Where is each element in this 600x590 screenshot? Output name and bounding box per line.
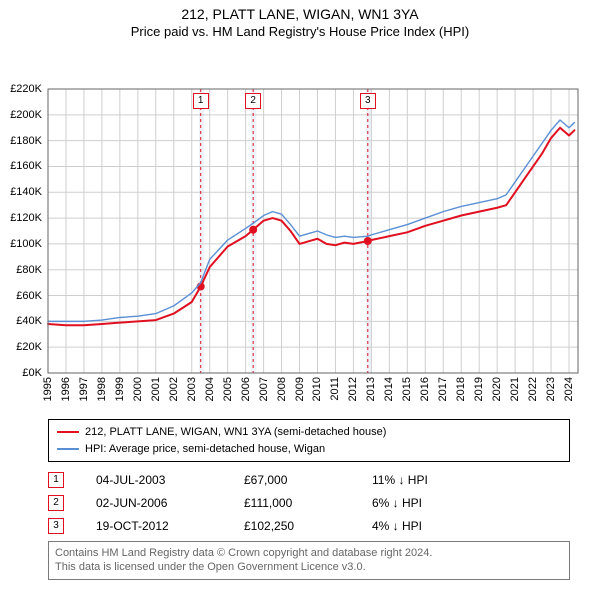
xtick-label: 2013	[365, 377, 377, 401]
xtick-label: 2002	[168, 377, 180, 401]
event-marker-2: 2	[245, 93, 261, 109]
ytick-label: £80K	[0, 264, 42, 276]
event-row: 3 19-OCT-2012£102,2504% ↓ HPI	[48, 514, 570, 537]
xtick-label: 1995	[42, 377, 54, 401]
chart-plot-area: £0K £20K £40K £60K £80K £100K £120K £140K £160K £…	[0, 43, 600, 413]
xtick-label: 1998	[96, 377, 108, 401]
event-num-box: 2	[48, 495, 64, 511]
xtick-label: 2010	[311, 377, 323, 401]
xtick-label: 2023	[545, 377, 557, 401]
xtick-label: 2019	[473, 377, 485, 401]
xtick-label: 1997	[78, 377, 90, 401]
event-marker-3: 3	[360, 93, 376, 109]
xtick-label: 2014	[383, 377, 395, 401]
xtick-label: 2008	[276, 377, 288, 401]
ytick-label: £180K	[0, 135, 42, 147]
xtick-label: 2017	[437, 377, 449, 401]
xtick-label: 1999	[114, 377, 126, 401]
attribution-box: Contains HM Land Registry data © Crown c…	[48, 541, 570, 580]
ytick-label: £220K	[0, 83, 42, 95]
xtick-label: 2009	[294, 377, 306, 401]
xtick-label: 2016	[419, 377, 431, 401]
ytick-label: £20K	[0, 341, 42, 353]
ytick-label: £200K	[0, 109, 42, 121]
chart-title: 212, PLATT LANE, WIGAN, WN1 3YA	[0, 0, 600, 22]
attribution-line-1: Contains HM Land Registry data © Crown c…	[55, 546, 563, 560]
event-price: £102,250	[244, 514, 372, 537]
legend-label: 212, PLATT LANE, WIGAN, WN1 3YA (semi-de…	[85, 424, 386, 441]
ytick-label: £100K	[0, 238, 42, 250]
xtick-label: 2000	[132, 377, 144, 401]
ytick-label: £0K	[0, 367, 42, 379]
legend-swatch	[57, 448, 79, 450]
event-date: 19-OCT-2012	[96, 514, 244, 537]
xtick-label: 2011	[329, 377, 341, 401]
legend-label: HPI: Average price, semi-detached house,…	[85, 441, 325, 458]
chart-svg	[0, 43, 600, 413]
xtick-label: 1996	[60, 377, 72, 401]
event-row: 2 02-JUN-2006£111,0006% ↓ HPI	[48, 491, 570, 514]
xtick-label: 2007	[258, 377, 270, 401]
attribution-line-2: This data is licensed under the Open Gov…	[55, 560, 563, 574]
xtick-label: 2022	[527, 377, 539, 401]
event-delta: 6% ↓ HPI	[372, 491, 570, 514]
events-table: 1 04-JUL-2003£67,00011% ↓ HPI 2 02-JUN-2006…	[48, 468, 570, 537]
xtick-label: 2024	[563, 377, 575, 401]
xtick-label: 2021	[509, 377, 521, 401]
legend-swatch	[57, 431, 79, 433]
ytick-label: £120K	[0, 212, 42, 224]
ytick-label: £60K	[0, 290, 42, 302]
xtick-label: 2006	[240, 377, 252, 401]
xtick-label: 2012	[347, 377, 359, 401]
event-marker-1: 1	[193, 93, 209, 109]
chart-subtitle: Price paid vs. HM Land Registry's House …	[0, 22, 600, 43]
xtick-label: 2003	[186, 377, 198, 401]
xtick-label: 2005	[222, 377, 234, 401]
event-delta: 4% ↓ HPI	[372, 514, 570, 537]
chart-container: { "title": "212, PLATT LANE, WIGAN, WN1 …	[0, 0, 600, 580]
event-delta: 11% ↓ HPI	[372, 468, 570, 491]
ytick-label: £40K	[0, 315, 42, 327]
event-price: £67,000	[244, 468, 372, 491]
xtick-label: 2004	[204, 377, 216, 401]
event-num-box: 3	[48, 518, 64, 534]
legend-box: 212, PLATT LANE, WIGAN, WN1 3YA (semi-de…	[48, 419, 570, 462]
legend-row: HPI: Average price, semi-detached house,…	[57, 441, 561, 458]
xtick-label: 2001	[150, 377, 162, 401]
legend-row: 212, PLATT LANE, WIGAN, WN1 3YA (semi-de…	[57, 424, 561, 441]
xtick-label: 2015	[401, 377, 413, 401]
event-date: 02-JUN-2006	[96, 491, 244, 514]
event-num-box: 1	[48, 472, 64, 488]
event-price: £111,000	[244, 491, 372, 514]
event-date: 04-JUL-2003	[96, 468, 244, 491]
xtick-label: 2020	[491, 377, 503, 401]
xtick-label: 2018	[455, 377, 467, 401]
event-row: 1 04-JUL-2003£67,00011% ↓ HPI	[48, 468, 570, 491]
ytick-label: £160K	[0, 160, 42, 172]
ytick-label: £140K	[0, 186, 42, 198]
